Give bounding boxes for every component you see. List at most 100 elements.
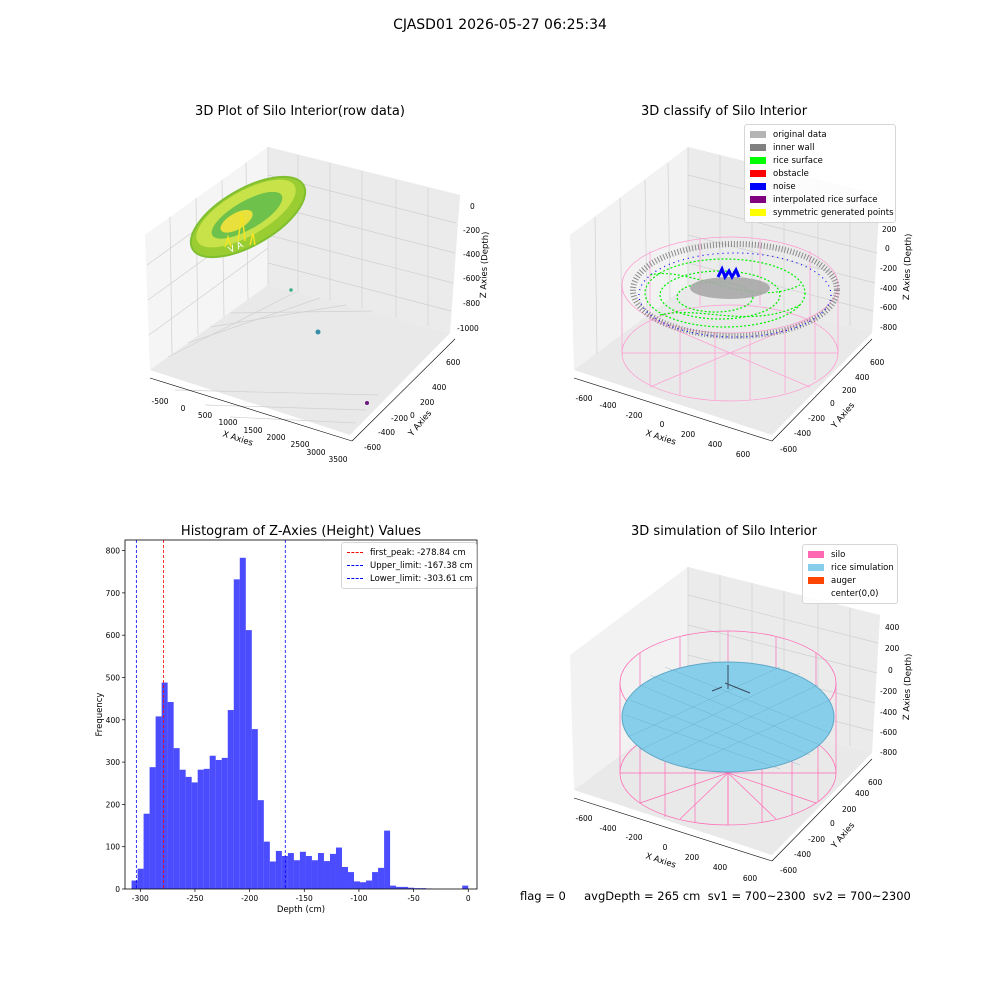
simulation-z-tick: -800: [880, 748, 897, 757]
histogram-y-tick-label: 800: [106, 547, 121, 556]
classify-y-tick: 400: [855, 373, 870, 382]
legend-label: first_peak: -278.84 cm: [370, 547, 466, 558]
classify-z-tick: -400: [880, 284, 897, 293]
histogram-bar: [354, 881, 361, 889]
legend-item: Upper_limit: -167.38 cm: [347, 559, 473, 572]
legend-label: symmetric generated points: [773, 207, 894, 218]
histogram-bar: [414, 888, 421, 889]
histogram-y-tick-label: 300: [106, 758, 121, 767]
histogram-bar: [335, 847, 342, 889]
raw-y-tick: 400: [432, 383, 447, 392]
legend-item: inner wall: [750, 141, 890, 154]
raw-z-tick: -400: [463, 250, 480, 259]
simulation-y-tick: -600: [780, 866, 797, 875]
raw-x-tick: 3000: [306, 448, 325, 457]
histogram-bar: [341, 867, 349, 889]
simulation-z-tick: -400: [880, 708, 897, 717]
histogram-y-tick-label: 500: [106, 673, 121, 682]
histogram-x-label: Depth (cm): [277, 905, 325, 915]
simulation-x-tick: 0: [663, 843, 668, 852]
histogram-bar: [209, 755, 216, 889]
raw-x-tick: 3500: [328, 455, 347, 464]
simulation-legend: silo rice simulation auger center(0,0): [802, 544, 898, 604]
histogram-bar: [137, 868, 144, 889]
raw-z-tick: 0: [470, 202, 475, 211]
classify-y-tick: 600: [870, 358, 885, 367]
legend-label: rice simulation: [831, 562, 894, 573]
histogram-bar: [269, 861, 276, 889]
histogram-x-tick-label: -150: [296, 894, 313, 903]
raw-y-tick: 600: [446, 358, 461, 367]
raw-z-label: Z Axies (Depth): [479, 231, 491, 298]
histogram-y-tick-label: 0: [115, 885, 120, 894]
raw-y-tick: -600: [364, 443, 381, 452]
histogram-bar: [293, 860, 300, 889]
histogram-bar: [396, 886, 403, 889]
raw-3d-plot: V A -500 0 500 1000 1500 2000 2500 3000 …: [145, 147, 491, 464]
legend-item: original data: [750, 128, 890, 141]
histogram-bar: [462, 885, 469, 889]
classify-z-label: Z Axies (Depth): [902, 233, 914, 300]
histogram-y-tick-label: 200: [106, 800, 121, 809]
legend-label: auger: [831, 575, 856, 586]
histogram-bar: [408, 887, 415, 889]
histogram-legend: first_peak: -278.84 cm Upper_limit: -167…: [341, 542, 477, 589]
classify-x-tick: 600: [736, 450, 751, 459]
simulation-y-tick: 600: [868, 778, 883, 787]
histogram-bar: [197, 769, 204, 889]
legend-item: noise: [750, 180, 890, 193]
simulation-3d-plot: -600 -400 -200 0 200 400 600 X Axies 600…: [570, 567, 914, 883]
classify-x-label: X Axies: [644, 428, 677, 447]
histogram-x-tick-label: -200: [241, 894, 258, 903]
histogram-bar: [299, 851, 306, 889]
raw-x-tick: 500: [198, 411, 213, 420]
histogram-bar: [251, 729, 258, 889]
legend-label: original data: [773, 129, 827, 140]
legend-item: auger: [808, 574, 892, 587]
histogram-bar: [390, 885, 397, 889]
simulation-x-tick: -400: [599, 824, 616, 833]
simulation-y-tick: -200: [808, 835, 825, 844]
histogram-bar: [179, 769, 186, 889]
simulation-x-tick: 600: [743, 874, 758, 883]
simulation-z-tick: -200: [880, 687, 897, 696]
classify-x-tick: 0: [660, 420, 665, 429]
histogram-bar: [173, 748, 180, 889]
histogram-bar: [215, 759, 222, 889]
raw-x-tick: 0: [181, 404, 186, 413]
classify-z-tick: 200: [882, 225, 897, 234]
classify-x-tick: 200: [681, 430, 696, 439]
histogram-x-tick-label: -100: [350, 894, 367, 903]
legend-item: Lower_limit: -303.61 cm: [347, 572, 472, 585]
classify-x-tick: -600: [575, 394, 592, 403]
classify-z-tick: -600: [880, 303, 897, 312]
legend-label: inner wall: [773, 142, 815, 153]
simulation-y-tick: 200: [842, 805, 857, 814]
simulation-x-tick: 200: [685, 853, 700, 862]
histogram-bar: [384, 830, 391, 889]
status-footer: flag = 0 avgDepth = 265 cm sv1 = 700~230…: [520, 889, 911, 903]
classify-y-tick: -200: [808, 414, 825, 423]
histogram-y-tick-label: 600: [106, 631, 121, 640]
histogram-x-tick-label: -50: [407, 894, 419, 903]
legend-item: rice surface: [750, 154, 890, 167]
histogram-bar: [245, 630, 252, 889]
histogram-bar: [239, 557, 246, 889]
simulation-x-tick: -600: [575, 814, 592, 823]
histogram-bar: [305, 856, 312, 889]
raw-y-tick: -200: [391, 414, 408, 423]
histogram-bar: [191, 782, 198, 889]
histogram-bar: [311, 860, 318, 889]
histogram-bar: [366, 880, 373, 889]
histogram-bar: [275, 850, 282, 889]
histogram-y-label: Frequency: [95, 693, 105, 737]
legend-label: Upper_limit: -167.38 cm: [370, 560, 473, 571]
histogram-x-tick-label: -300: [132, 894, 149, 903]
histogram-x-tick-label: 0: [466, 894, 471, 903]
histogram-bar: [161, 682, 168, 889]
simulation-y-tick: 400: [855, 789, 870, 798]
simulation-y-tick: 0: [830, 819, 835, 828]
histogram-bar: [233, 579, 240, 889]
classify-z-tick: -200: [880, 264, 897, 273]
classify-legend: original data inner wall rice surface ob…: [744, 124, 896, 223]
